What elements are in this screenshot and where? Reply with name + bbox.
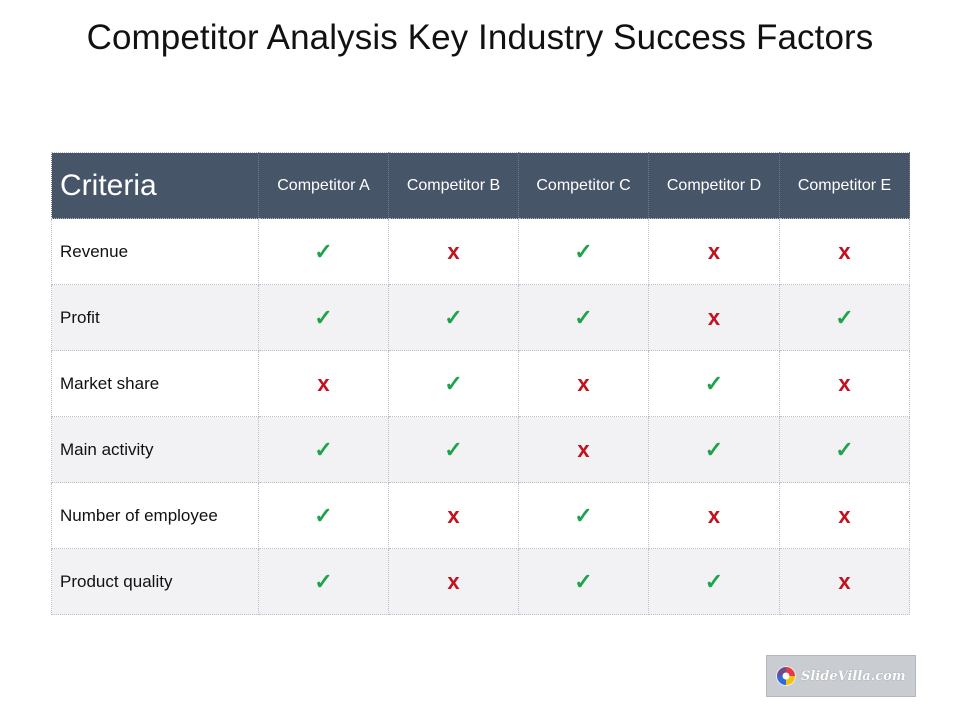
competitor-b-header: Competitor B — [388, 152, 519, 219]
table-row: Profit ✓ ✓ ✓ x ✓ — [51, 284, 910, 351]
logo-text: SlideVilla.com — [801, 668, 906, 684]
criteria-label: Revenue — [51, 218, 259, 285]
competitor-d-header: Competitor D — [648, 152, 780, 219]
status-mark: x — [648, 218, 780, 285]
status-mark: x — [258, 350, 389, 417]
status-mark: ✓ — [258, 218, 389, 285]
status-mark: ✓ — [388, 284, 519, 351]
table-row: Number of employee ✓ x ✓ x x — [51, 482, 910, 549]
status-mark: x — [779, 218, 910, 285]
slide-title: Competitor Analysis Key Industry Success… — [86, 18, 874, 57]
status-mark: x — [518, 350, 649, 417]
status-mark: x — [779, 548, 910, 615]
status-mark: ✓ — [518, 548, 649, 615]
table-header-row: Criteria Competitor A Competitor B Compe… — [51, 152, 910, 219]
status-mark: ✓ — [258, 482, 389, 549]
criteria-label: Main activity — [51, 416, 259, 483]
status-mark: ✓ — [648, 416, 780, 483]
criteria-header: Criteria — [51, 152, 259, 219]
status-mark: ✓ — [258, 416, 389, 483]
competitor-table: Criteria Competitor A Competitor B Compe… — [51, 152, 910, 615]
slidevilla-logo[interactable]: SlideVilla.com — [766, 655, 916, 697]
competitor-a-header: Competitor A — [258, 152, 389, 219]
status-mark: x — [388, 548, 519, 615]
status-mark: ✓ — [648, 548, 780, 615]
status-mark: ✓ — [518, 218, 649, 285]
status-mark: ✓ — [648, 350, 780, 417]
table-row: Revenue ✓ x ✓ x x — [51, 218, 910, 285]
status-mark: x — [779, 482, 910, 549]
status-mark: x — [388, 482, 519, 549]
criteria-label: Number of employee — [51, 482, 259, 549]
status-mark: ✓ — [779, 284, 910, 351]
criteria-label: Market share — [51, 350, 259, 417]
competitor-e-header: Competitor E — [779, 152, 910, 219]
criteria-label: Profit — [51, 284, 259, 351]
status-mark: ✓ — [258, 284, 389, 351]
status-mark: ✓ — [518, 482, 649, 549]
table-row: Market share x ✓ x ✓ x — [51, 350, 910, 417]
status-mark: ✓ — [518, 284, 649, 351]
status-mark: ✓ — [388, 416, 519, 483]
status-mark: x — [518, 416, 649, 483]
table-row: Main activity ✓ ✓ x ✓ ✓ — [51, 416, 910, 483]
status-mark: ✓ — [779, 416, 910, 483]
criteria-label: Product quality — [51, 548, 259, 615]
status-mark: x — [648, 284, 780, 351]
competitor-c-header: Competitor C — [518, 152, 649, 219]
table-row: Product quality ✓ x ✓ ✓ x — [51, 548, 910, 615]
status-mark: x — [388, 218, 519, 285]
logo-swirl-icon — [776, 666, 796, 686]
status-mark: x — [779, 350, 910, 417]
status-mark: x — [648, 482, 780, 549]
status-mark: ✓ — [258, 548, 389, 615]
status-mark: ✓ — [388, 350, 519, 417]
